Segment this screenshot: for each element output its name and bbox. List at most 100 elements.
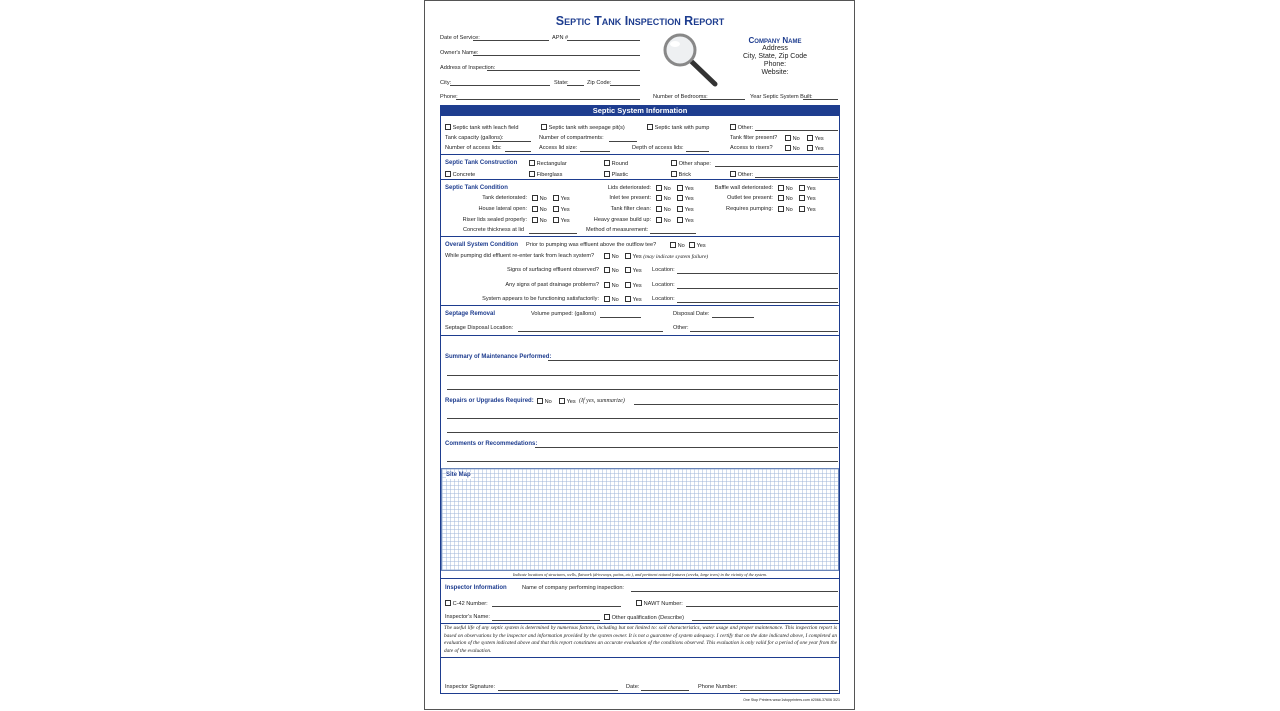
overall-no-checkbox[interactable]: No xyxy=(604,282,619,290)
other-type-checkbox[interactable]: Other: xyxy=(730,124,753,132)
condition-no-checkbox[interactable]: No xyxy=(656,185,671,193)
overall-no-checkbox[interactable]: No xyxy=(604,296,619,304)
disposal-location-field[interactable] xyxy=(518,331,663,332)
risers-no-checkbox[interactable]: No xyxy=(785,145,800,153)
location-field[interactable] xyxy=(677,288,838,289)
bedrooms-field[interactable] xyxy=(700,99,745,100)
condition-no-checkbox[interactable]: No xyxy=(656,206,671,214)
overall-no-checkbox[interactable]: No xyxy=(604,267,619,275)
other-material-checkbox[interactable]: Other: xyxy=(730,171,753,179)
overall-yes-checkbox[interactable]: Yes xyxy=(625,267,642,275)
zip-field[interactable] xyxy=(610,85,640,86)
other-shape-field[interactable] xyxy=(715,166,838,167)
capacity-field[interactable] xyxy=(493,141,531,142)
round-checkbox[interactable]: Round xyxy=(604,160,628,168)
site-map-grid[interactable] xyxy=(441,468,839,571)
repairs-field[interactable] xyxy=(447,432,838,433)
condition-no-checkbox[interactable]: No xyxy=(656,217,671,225)
overall-yes-checkbox[interactable]: Yes xyxy=(625,282,642,290)
reenter-no-checkbox[interactable]: No xyxy=(604,253,619,261)
repairs-no-checkbox[interactable]: No xyxy=(537,398,552,406)
inspector-phone-field[interactable] xyxy=(740,690,838,691)
condition-yes-checkbox[interactable]: Yes xyxy=(553,195,570,203)
condition-no-checkbox[interactable]: No xyxy=(532,217,547,225)
reenter-yes-checkbox[interactable]: Yes (may indicate system failure) xyxy=(625,253,708,261)
plastic-checkbox[interactable]: Plastic xyxy=(604,171,628,179)
summary-field[interactable] xyxy=(447,389,838,390)
lid-depth-field[interactable] xyxy=(686,151,709,152)
septage-other-field[interactable] xyxy=(690,331,838,332)
apn-field[interactable] xyxy=(567,40,640,41)
other-shape-checkbox[interactable]: Other shape: xyxy=(671,160,711,168)
year-built-field[interactable] xyxy=(803,99,838,100)
condition-yes-checkbox[interactable]: Yes xyxy=(677,217,694,225)
location-field[interactable] xyxy=(677,302,838,303)
condition-yes-checkbox[interactable]: Yes xyxy=(553,217,570,225)
repairs-field[interactable] xyxy=(634,404,838,405)
risers-yes-checkbox[interactable]: Yes xyxy=(807,145,824,153)
condition-label: Inlet tee present: xyxy=(609,195,651,201)
prior-no-checkbox[interactable]: No xyxy=(670,242,685,250)
prior-yes-checkbox[interactable]: Yes xyxy=(689,242,706,250)
nawt-field[interactable] xyxy=(686,606,838,607)
leach-field-checkbox[interactable]: Septic tank with leach field xyxy=(445,124,519,132)
repairs-yes-checkbox[interactable]: Yes xyxy=(559,398,576,406)
repairs-field[interactable] xyxy=(447,418,838,419)
condition-no-checkbox[interactable]: No xyxy=(778,185,793,193)
condition-label: Riser lids sealed properly: xyxy=(462,217,527,223)
address-field[interactable] xyxy=(487,70,640,71)
condition-yes-checkbox[interactable]: Yes xyxy=(799,206,816,214)
volume-field[interactable] xyxy=(600,317,641,318)
condition-yes-checkbox[interactable]: Yes xyxy=(677,185,694,193)
inspector-name-field[interactable] xyxy=(492,620,600,621)
pump-checkbox[interactable]: Septic tank with pump xyxy=(647,124,709,132)
summary-field[interactable] xyxy=(447,375,838,376)
location-field[interactable] xyxy=(677,273,838,274)
condition-yes-checkbox[interactable]: Yes xyxy=(799,185,816,193)
condition-no-checkbox[interactable]: No xyxy=(656,195,671,203)
condition-no-checkbox[interactable]: No xyxy=(532,206,547,214)
method-field[interactable] xyxy=(650,233,696,234)
filter-yes-checkbox[interactable]: Yes xyxy=(807,135,824,143)
nawt-checkbox[interactable]: NAWT Number: xyxy=(636,600,683,608)
thickness-field[interactable] xyxy=(529,233,577,234)
signature-field[interactable] xyxy=(498,690,618,691)
condition-yes-checkbox[interactable]: Yes xyxy=(799,195,816,203)
other-qualification-field[interactable] xyxy=(692,620,838,621)
inspection-company-field[interactable] xyxy=(631,591,838,592)
condition-no-checkbox[interactable]: No xyxy=(532,195,547,203)
other-type-field[interactable] xyxy=(755,130,838,131)
c42-checkbox[interactable]: C-42 Number: xyxy=(445,600,488,608)
concrete-checkbox[interactable]: Concrete xyxy=(445,171,475,179)
condition-yes-checkbox[interactable]: Yes xyxy=(553,206,570,214)
comments-field[interactable] xyxy=(447,461,838,462)
other-qualification-checkbox[interactable]: Other qualification (Describe) xyxy=(604,614,684,622)
access-lids-field[interactable] xyxy=(505,151,531,152)
owner-field[interactable] xyxy=(473,55,640,56)
filter-no-checkbox[interactable]: No xyxy=(785,135,800,143)
city-field[interactable] xyxy=(450,85,550,86)
lid-size-field[interactable] xyxy=(580,151,610,152)
rectangular-checkbox[interactable]: Rectangular xyxy=(529,160,567,168)
condition-yes-checkbox[interactable]: Yes xyxy=(677,195,694,203)
inspection-company-label: Name of company performing inspection: xyxy=(522,585,624,591)
c42-field[interactable] xyxy=(492,606,621,607)
other-material-field[interactable] xyxy=(755,177,838,178)
compartments-field[interactable] xyxy=(609,141,637,142)
condition-heading: Septic Tank Condition xyxy=(445,185,508,191)
state-field[interactable] xyxy=(567,85,584,86)
date-field[interactable] xyxy=(473,40,549,41)
overall-yes-checkbox[interactable]: Yes xyxy=(625,296,642,304)
condition-yes-checkbox[interactable]: Yes xyxy=(677,206,694,214)
summary-field[interactable] xyxy=(548,360,838,361)
condition-no-checkbox[interactable]: No xyxy=(778,206,793,214)
fiberglass-checkbox[interactable]: Fiberglass xyxy=(529,171,562,179)
seepage-pit-checkbox[interactable]: Septic tank with seepage pit(s) xyxy=(541,124,625,132)
divider xyxy=(440,335,840,336)
comments-field[interactable] xyxy=(535,447,838,448)
brick-checkbox[interactable]: Brick xyxy=(671,171,691,179)
condition-no-checkbox[interactable]: No xyxy=(778,195,793,203)
phone-field[interactable] xyxy=(456,99,640,100)
disposal-date-field[interactable] xyxy=(712,317,754,318)
signature-date-field[interactable] xyxy=(641,690,689,691)
